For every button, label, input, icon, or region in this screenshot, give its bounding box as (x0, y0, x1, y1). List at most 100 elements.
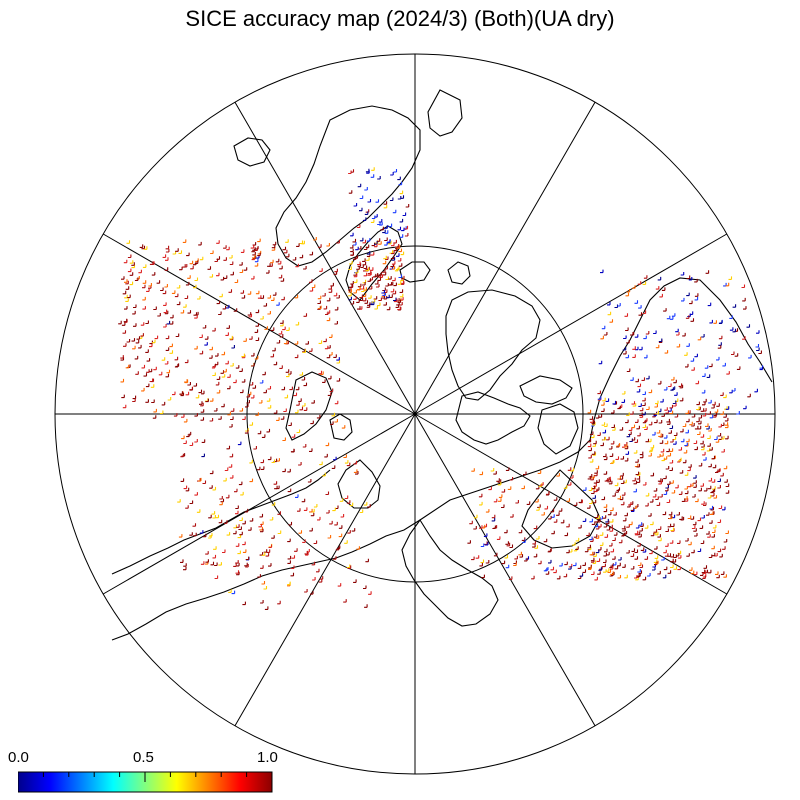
accuracy-marker (194, 413, 198, 417)
accuracy-marker (673, 566, 678, 570)
accuracy-marker (231, 345, 235, 349)
accuracy-marker (310, 420, 314, 425)
accuracy-marker (656, 430, 661, 434)
accuracy-marker (136, 336, 141, 340)
accuracy-marker (129, 281, 134, 286)
accuracy-marker (126, 339, 131, 343)
accuracy-marker (169, 343, 173, 348)
accuracy-marker (348, 292, 352, 297)
accuracy-marker (353, 460, 358, 465)
accuracy-marker (631, 437, 636, 441)
accuracy-marker (233, 308, 238, 312)
accuracy-marker (607, 301, 611, 306)
accuracy-marker (365, 558, 369, 563)
accuracy-marker (564, 561, 568, 566)
north-america-coast (419, 277, 773, 521)
accuracy-marker (328, 286, 332, 290)
accuracy-marker (273, 410, 278, 414)
accuracy-marker (165, 373, 170, 378)
accuracy-marker (402, 212, 407, 217)
accuracy-marker (708, 399, 712, 404)
accuracy-marker (680, 438, 685, 443)
accuracy-marker (648, 453, 652, 457)
accuracy-marker (493, 498, 498, 503)
accuracy-marker (318, 579, 323, 583)
accuracy-marker (630, 566, 635, 570)
accuracy-marker (633, 488, 637, 493)
accuracy-marker (642, 482, 647, 486)
accuracy-marker (639, 451, 644, 456)
accuracy-marker (621, 525, 626, 530)
accuracy-marker (671, 313, 676, 317)
accuracy-marker (705, 423, 709, 427)
accuracy-marker (376, 238, 381, 242)
accuracy-marker (673, 432, 678, 437)
meridians (55, 54, 775, 774)
novaya-zemlya (285, 371, 333, 441)
accuracy-marker (639, 454, 644, 459)
accuracy-marker (326, 243, 330, 247)
accuracy-marker (667, 523, 672, 528)
accuracy-marker (605, 398, 610, 402)
accuracy-marker (310, 512, 315, 517)
meridian-line (414, 413, 596, 727)
accuracy-marker (336, 357, 340, 361)
accuracy-marker (675, 328, 679, 333)
accuracy-marker (601, 408, 605, 412)
accuracy-marker (392, 290, 397, 295)
accuracy-marker (139, 244, 144, 248)
accuracy-marker (524, 557, 528, 562)
accuracy-marker (276, 417, 280, 421)
accuracy-marker (655, 286, 660, 290)
accuracy-marker (165, 249, 170, 253)
accuracy-marker (658, 480, 662, 485)
accuracy-marker (282, 437, 286, 442)
accuracy-marker (587, 443, 592, 448)
accuracy-marker (216, 300, 221, 305)
accuracy-marker (653, 529, 658, 533)
accuracy-marker (252, 385, 257, 389)
accuracy-marker (268, 544, 273, 549)
accuracy-marker (347, 530, 351, 534)
accuracy-marker (599, 542, 604, 546)
accuracy-marker (570, 475, 574, 479)
accuracy-marker (720, 411, 724, 415)
accuracy-marker (386, 306, 391, 311)
accuracy-marker (393, 297, 397, 302)
accuracy-marker (152, 415, 157, 419)
accuracy-marker (201, 453, 205, 458)
accuracy-marker (239, 531, 243, 536)
accuracy-marker (669, 404, 674, 409)
accuracy-marker (215, 381, 220, 386)
accuracy-marker (281, 386, 286, 391)
accuracy-marker (350, 301, 355, 305)
accuracy-marker (391, 250, 395, 255)
accuracy-marker (277, 260, 282, 265)
accuracy-marker (715, 571, 719, 575)
accuracy-marker (567, 482, 572, 486)
accuracy-marker (338, 533, 343, 538)
accuracy-marker (388, 223, 393, 228)
accuracy-marker (279, 334, 284, 338)
accuracy-marker (609, 566, 614, 570)
accuracy-marker (220, 370, 225, 374)
accuracy-marker (729, 327, 734, 331)
accuracy-marker (713, 412, 718, 417)
accuracy-marker (229, 261, 234, 266)
accuracy-marker (613, 512, 617, 516)
accuracy-marker (149, 340, 153, 345)
accuracy-marker (642, 411, 646, 416)
accuracy-marker (728, 276, 733, 280)
accuracy-marker (350, 169, 355, 173)
accuracy-marker (676, 332, 680, 336)
accuracy-marker (295, 321, 300, 326)
accuracy-marker (309, 527, 313, 532)
accuracy-marker (681, 297, 685, 302)
accuracy-marker (318, 370, 323, 375)
accuracy-marker (597, 432, 601, 436)
accuracy-marker (133, 323, 137, 327)
accuracy-marker (221, 351, 226, 356)
accuracy-marker (303, 407, 308, 411)
accuracy-marker (666, 315, 671, 320)
accuracy-marker (722, 546, 726, 550)
